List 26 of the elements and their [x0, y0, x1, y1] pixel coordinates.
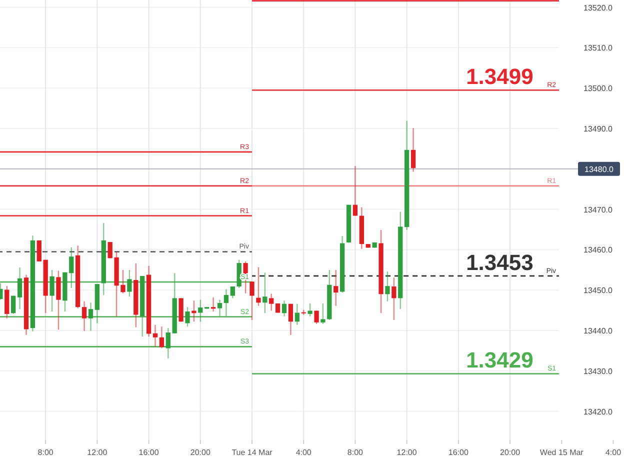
y-tick-label: 13500.0 — [584, 84, 614, 94]
annotation: 1.3429 — [466, 348, 534, 373]
y-tick-label: 13440.0 — [584, 326, 614, 336]
x-tick-label: 12:00 — [87, 448, 108, 457]
x-tick-label: 4:00 — [296, 448, 312, 457]
annotation: 1.3453 — [466, 250, 534, 275]
x-tick-label: 12:00 — [396, 448, 418, 457]
x-tick-label: 20:00 — [500, 448, 521, 457]
y-tick-label: 13430.0 — [584, 366, 614, 376]
x-tick-label: 16:00 — [138, 448, 160, 457]
x-tick-label: Wed 15 Mar — [540, 448, 584, 457]
y-tick-label: 13450.0 — [584, 286, 614, 296]
y-tick-label: 13460.0 — [584, 246, 614, 255]
y-tick-label: 13520.0 — [584, 3, 614, 12]
annotation: 1.3499 — [466, 64, 534, 90]
x-tick-label: 4:00 — [605, 448, 622, 457]
y-tick-label: 13470.0 — [584, 205, 614, 214]
x-tick-label: 20:00 — [190, 448, 211, 457]
y-tick-label: 13510.0 — [584, 44, 614, 53]
y-tick-label: 13490.0 — [584, 124, 614, 134]
y-tick-label: 13420.0 — [584, 407, 614, 416]
ref-line-label: 13480.0 — [584, 164, 614, 174]
x-tick-label: 8:00 — [347, 448, 364, 457]
x-tick-label: Tue 14 Mar — [232, 448, 273, 457]
x-tick-label: 8:00 — [38, 448, 54, 457]
x-tick-label: 16:00 — [448, 448, 469, 457]
